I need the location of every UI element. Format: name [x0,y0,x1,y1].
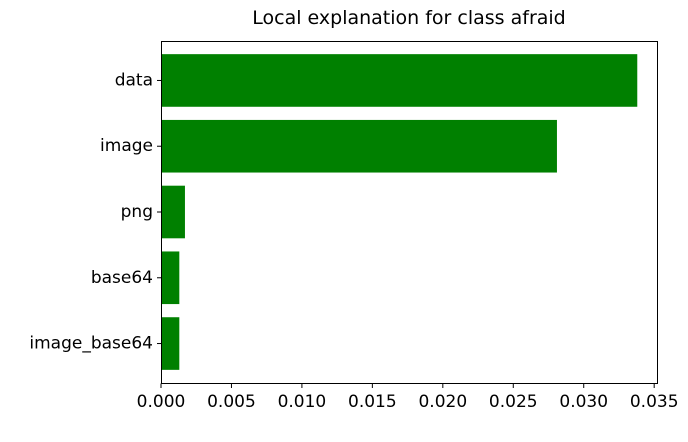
bar-base64 [161,251,180,305]
bar-image [161,119,557,173]
bars-group [161,54,638,370]
x-tick-label: 0.015 [348,392,397,412]
x-tick-label: 0.005 [207,392,256,412]
bar-image-base64 [161,317,180,370]
y-axis: data image png base64 image_base64 [29,70,162,354]
y-tick-label: data [115,70,153,90]
x-tick-label: 0.035 [630,392,679,412]
x-tick-label: 0.030 [559,392,608,412]
y-tick-label: image_base64 [29,334,153,354]
y-tick-label: png [121,202,153,222]
x-tick-label: 0.000 [137,392,186,412]
bar-png [161,185,185,239]
bar-data [161,54,638,107]
x-tick-label: 0.025 [489,392,538,412]
x-tick-label: 0.020 [418,392,467,412]
y-tick-label: base64 [91,268,153,288]
x-axis: 0.000 0.005 0.010 0.015 0.020 0.025 0.030 0.035 [137,383,679,412]
x-tick-label: 0.010 [278,392,327,412]
y-tick-label: image [100,136,153,156]
chart-title: Local explanation for class afraid [252,7,565,29]
